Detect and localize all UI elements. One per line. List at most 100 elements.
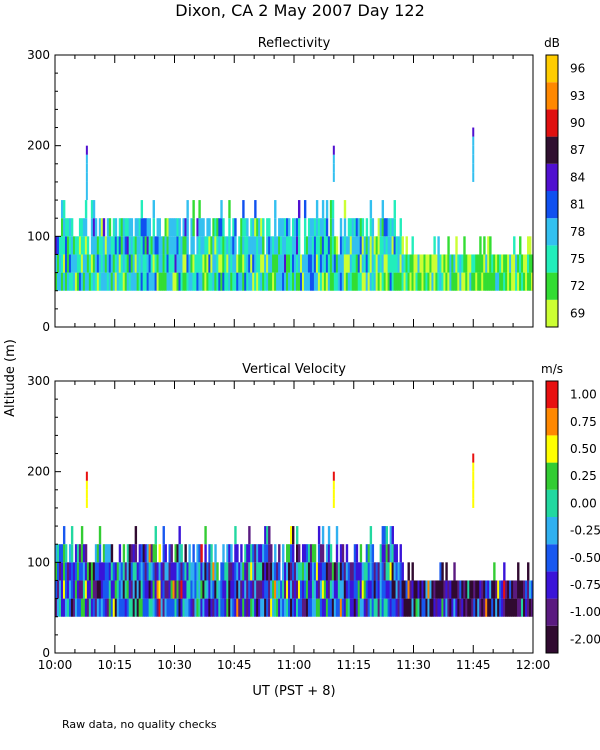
- echo-cell: [108, 236, 112, 255]
- echo-cell: [355, 580, 359, 599]
- echo-cell: [294, 580, 297, 599]
- echo-cell: [365, 254, 369, 273]
- echo-cell: [258, 236, 261, 255]
- echo-cell: [331, 580, 335, 599]
- echo-cell: [246, 254, 249, 273]
- echo-cell: [489, 598, 492, 617]
- echo-cell: [182, 236, 185, 255]
- echo-cell: [140, 544, 144, 563]
- echo-cell: [278, 254, 281, 273]
- echo-cell: [118, 254, 122, 273]
- echo-cell: [343, 562, 347, 581]
- echo-cell: [246, 544, 249, 563]
- echo-cell: [228, 218, 231, 237]
- echo-cell: [286, 236, 289, 255]
- echo-cell: [315, 236, 319, 255]
- echo-cell: [379, 254, 383, 273]
- echo-cell: [461, 254, 464, 273]
- echo-cell: [74, 272, 78, 291]
- echo-cell: [341, 544, 345, 563]
- echo-cell: [220, 562, 223, 581]
- echo-cell: [212, 218, 215, 237]
- echo-cell: [383, 598, 387, 617]
- echo-cell: [284, 254, 287, 273]
- echo-cell: [156, 272, 159, 291]
- echo-cell: [317, 544, 321, 563]
- echo-cell: [341, 254, 345, 273]
- echo-cell: [523, 272, 526, 291]
- echo-cell: [278, 218, 281, 237]
- echo-cell: [385, 580, 389, 599]
- echo-cell: [168, 218, 171, 237]
- echo-cell: [138, 272, 142, 291]
- echo-cell: [256, 544, 259, 563]
- echo-cell: [292, 272, 295, 291]
- echo-cell: [180, 272, 183, 291]
- echo-cell: [76, 580, 80, 599]
- echo-cell: [282, 218, 285, 237]
- echo-cell: [56, 236, 60, 255]
- echo-cell: [152, 218, 155, 237]
- echo-cell: [393, 272, 396, 291]
- echo-cell: [278, 544, 281, 563]
- echo-cell: [82, 580, 86, 599]
- echo-cell: [262, 562, 265, 581]
- echo-cell: [489, 580, 492, 599]
- echo-cell: [206, 236, 209, 255]
- echo-cell: [363, 254, 367, 273]
- echo-cell: [359, 236, 363, 255]
- isolated-echo: [332, 498, 335, 508]
- echo-cell: [313, 562, 317, 581]
- echo-cell: [295, 580, 299, 599]
- echo-cell: [66, 580, 70, 599]
- echo-cell: [365, 218, 369, 237]
- echo-cell: [154, 254, 157, 273]
- echo-cell: [266, 526, 269, 545]
- echo-cell: [62, 236, 66, 255]
- echo-cell: [417, 254, 420, 273]
- colorbar-swatch: [546, 381, 558, 409]
- echo-cell: [519, 598, 522, 617]
- echo-cell: [435, 580, 438, 599]
- echo-cell: [397, 272, 400, 291]
- echo-cell: [204, 272, 207, 291]
- echo-cell: [323, 254, 327, 273]
- echo-cell: [381, 272, 385, 291]
- echo-cell: [451, 580, 454, 599]
- echo-cell: [86, 236, 90, 255]
- echo-cell: [455, 580, 458, 599]
- echo-cell: [76, 236, 80, 255]
- echo-cell: [64, 272, 68, 291]
- echo-cell: [162, 562, 165, 581]
- echo-cell: [303, 562, 307, 581]
- echo-cell: [142, 254, 146, 273]
- echo-cell: [126, 562, 130, 581]
- y-tick-label: 200: [27, 139, 50, 153]
- echo-cell: [373, 562, 377, 581]
- echo-cell: [459, 272, 462, 291]
- echo-cell: [270, 580, 273, 599]
- echo-cell: [106, 236, 110, 255]
- echo-cell: [56, 544, 60, 563]
- echo-cell: [353, 598, 357, 617]
- echo-cell: [166, 218, 169, 237]
- echo-cell: [260, 544, 263, 563]
- echo-cell: [146, 544, 150, 563]
- echo-cell: [417, 580, 420, 599]
- echo-cell: [234, 272, 237, 291]
- echo-cell: [431, 580, 434, 599]
- echo-cell: [471, 598, 474, 617]
- echo-cell: [266, 218, 269, 237]
- echo-cell: [168, 236, 171, 255]
- echo-cell: [499, 254, 502, 273]
- echo-cell: [297, 562, 301, 581]
- isolated-echo: [472, 163, 475, 173]
- echo-cell: [70, 236, 74, 255]
- echo-cell: [309, 562, 313, 581]
- echo-cell: [112, 598, 116, 617]
- echo-cell: [128, 272, 132, 291]
- echo-cell: [485, 598, 488, 617]
- echo-cell: [102, 544, 106, 563]
- echo-cell: [100, 236, 104, 255]
- echo-cell: [222, 236, 225, 255]
